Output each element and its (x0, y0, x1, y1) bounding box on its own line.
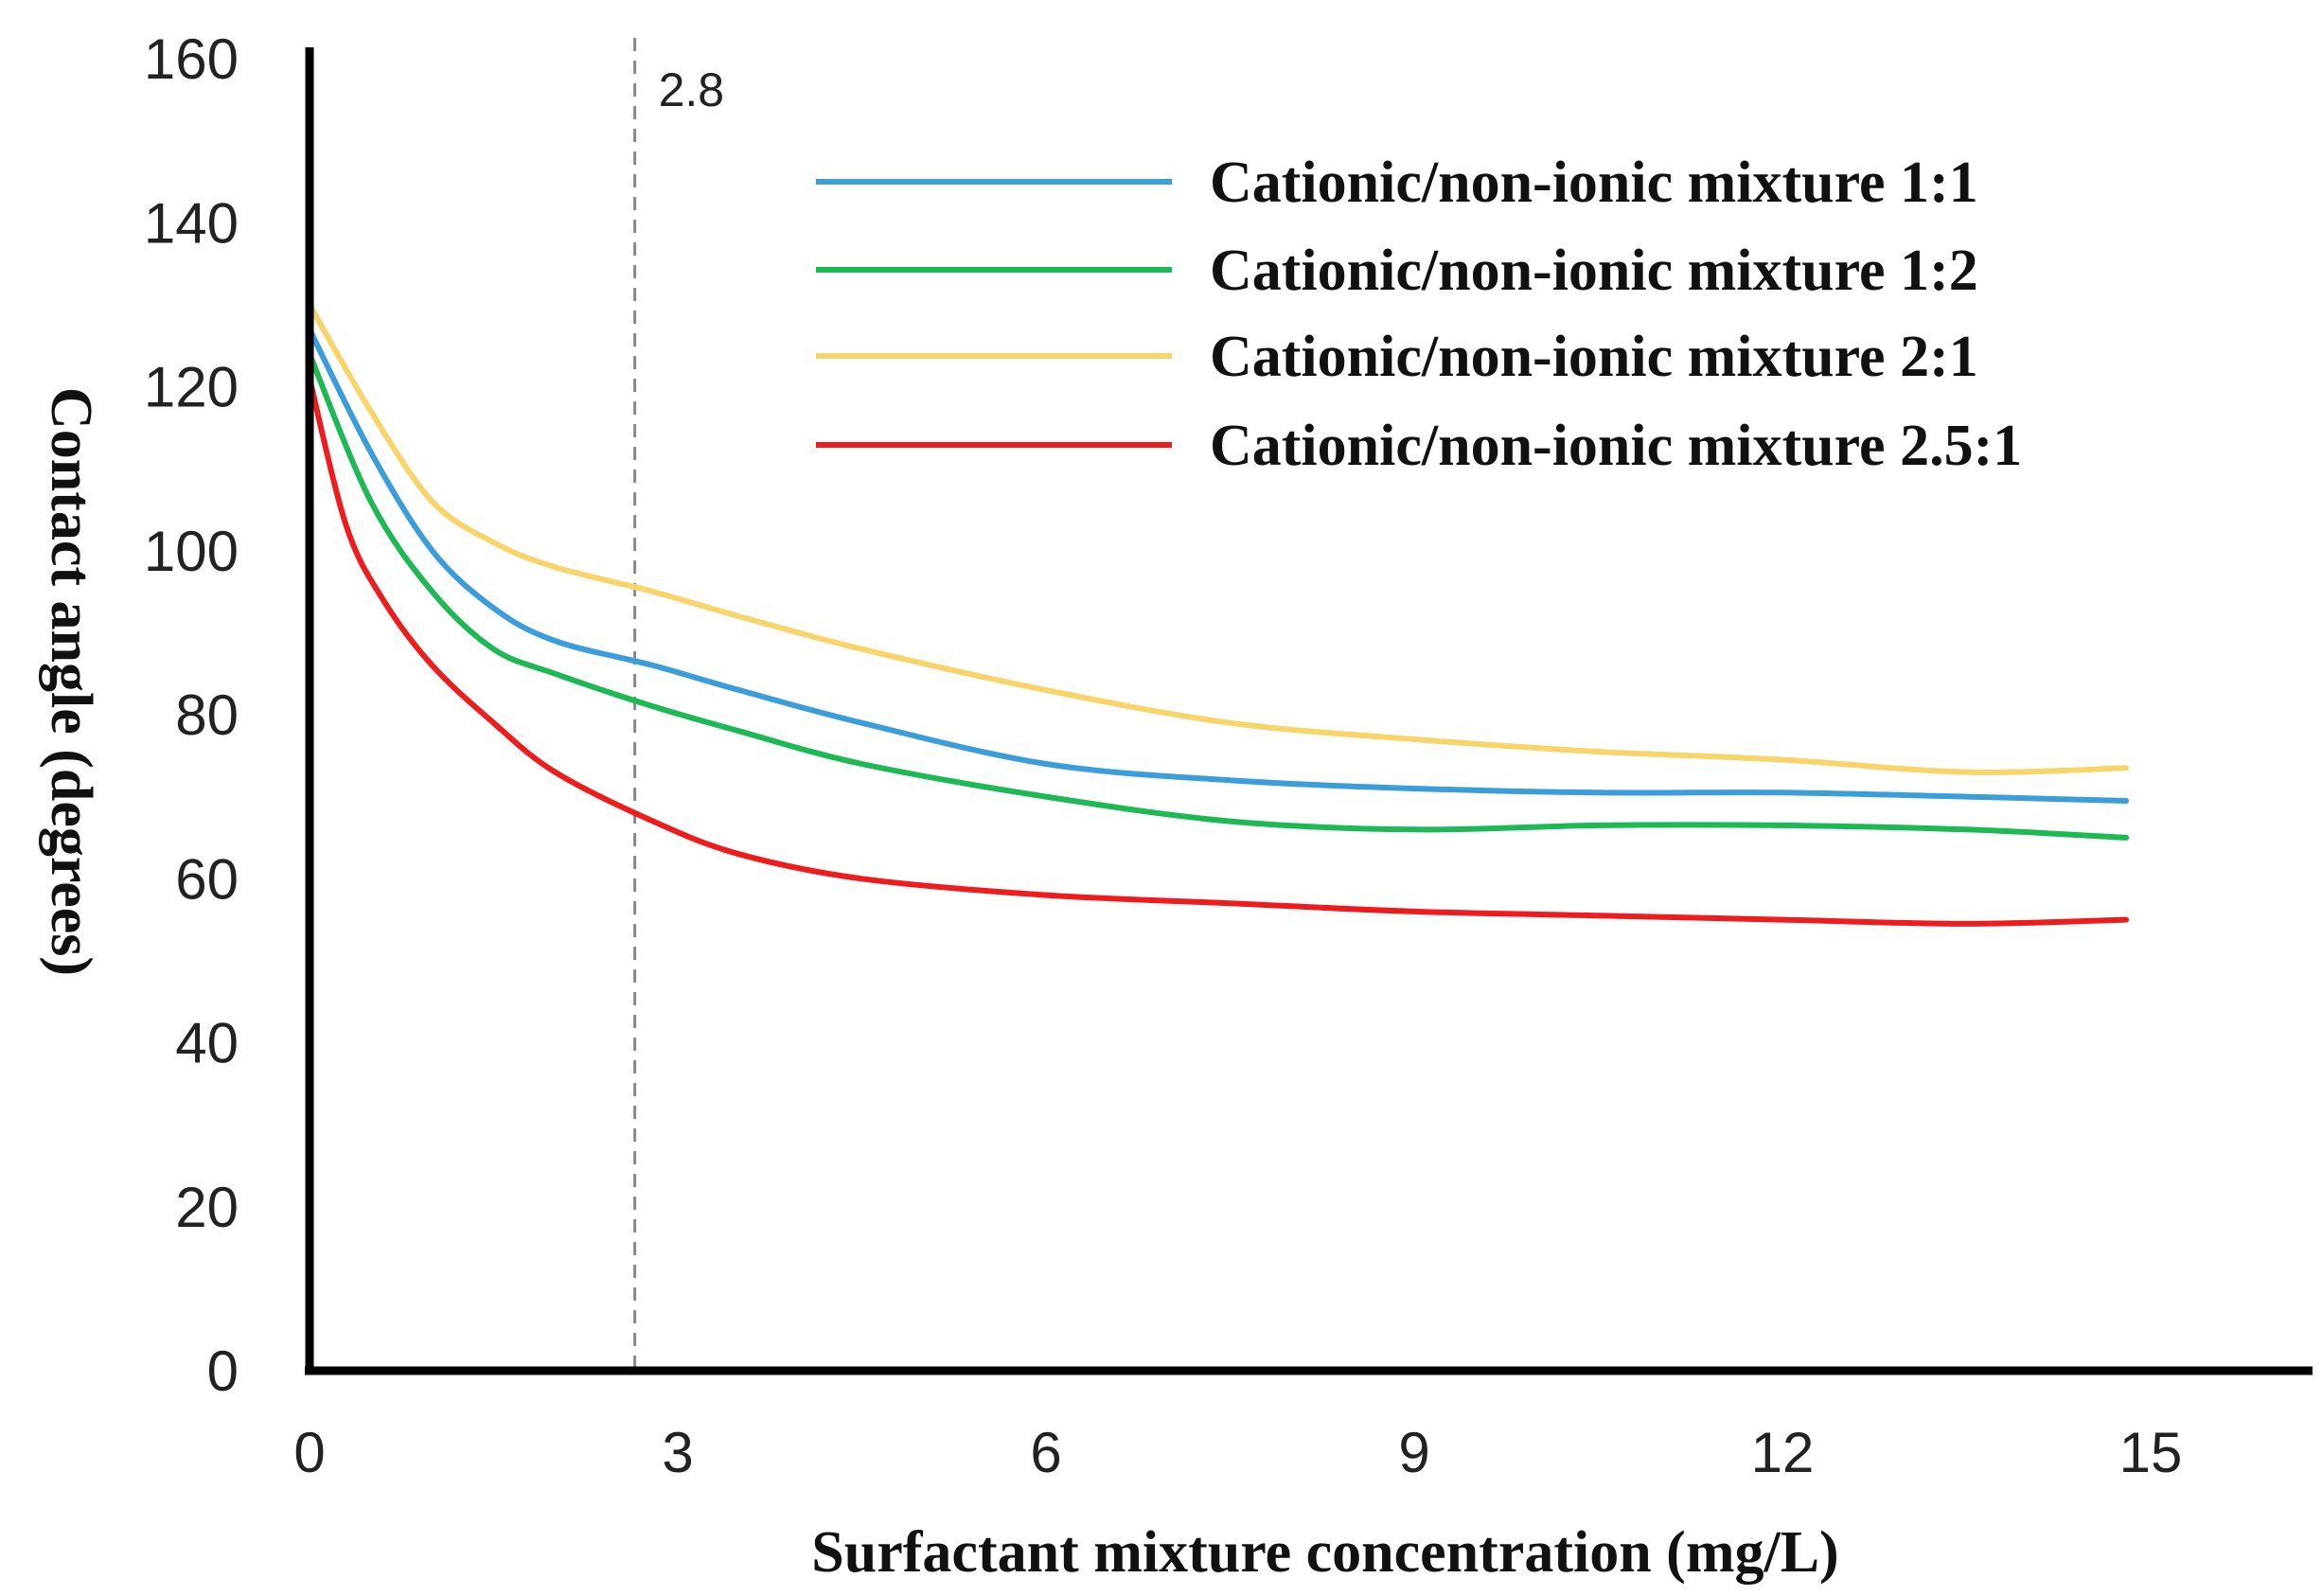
x-tick-label: 0 (293, 1421, 325, 1484)
y-tick-label: 120 (144, 356, 239, 419)
x-tick-label: 6 (1030, 1421, 1061, 1484)
reference-line-label: 2.8 (659, 63, 725, 116)
series-line-4 (307, 375, 2130, 927)
x-tick-label: 9 (1398, 1421, 1429, 1484)
y-tick-labels: 0 20 40 60 80 100 120 140 160 (144, 27, 239, 1403)
x-tick-label: 15 (2119, 1421, 2183, 1484)
y-tick-label: 80 (175, 683, 239, 747)
series-line-3 (307, 301, 2130, 775)
axes-layer (305, 47, 2313, 1375)
x-axis-title: Surfactant mixture concentration (mg/L) (811, 1520, 1838, 1585)
x-tick-label: 3 (662, 1421, 693, 1484)
legend: Cationic/non-ionic mixture 1:1 Cationic/n… (816, 151, 2022, 478)
annotation-layer: 2.8 (633, 38, 725, 1371)
legend-label: Cationic/non-ionic mixture 2:1 (1210, 325, 1978, 389)
y-tick-label: 60 (175, 847, 239, 911)
y-tick-label: 20 (175, 1176, 239, 1239)
x-tick-labels: 0 3 6 9 12 15 (293, 1421, 2182, 1484)
legend-label: Cationic/non-ionic mixture 1:1 (1210, 151, 1978, 215)
y-tick-label: 160 (144, 27, 239, 91)
y-axis-title: Contact angle (degrees) (39, 387, 103, 976)
y-tick-label: 40 (175, 1012, 239, 1075)
x-tick-label: 12 (1751, 1421, 1815, 1484)
y-tick-label: 140 (144, 191, 239, 255)
legend-label: Cationic/non-ionic mixture 1:2 (1210, 239, 1978, 303)
series-layer (307, 301, 2130, 927)
y-tick-label: 100 (144, 520, 239, 583)
y-tick-label: 0 (207, 1339, 239, 1403)
series-line-2 (307, 350, 2130, 841)
series-line-1 (307, 326, 2130, 804)
legend-label: Cationic/non-ionic mixture 2.5:1 (1210, 414, 2022, 478)
